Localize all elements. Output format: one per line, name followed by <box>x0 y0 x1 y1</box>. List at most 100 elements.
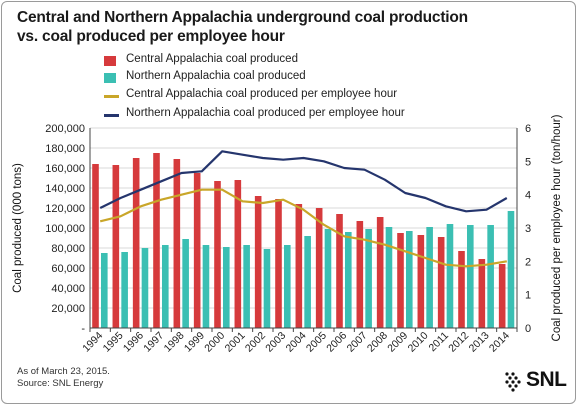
x-tick-label: 2013 <box>467 330 492 355</box>
y2-tick-label: 5 <box>525 156 531 168</box>
bar-central-appalachia <box>295 204 303 328</box>
bar-northern-appalachia <box>304 236 311 328</box>
bar-northern-appalachia <box>284 245 291 328</box>
bar-central-appalachia <box>214 181 221 328</box>
line-northern-appalachia-per-hour <box>99 150 508 213</box>
x-tick-label: 2003 <box>263 330 288 355</box>
y2-tick-label: 2 <box>525 256 531 268</box>
bar-northern-appalachia <box>487 225 494 328</box>
snl-logo-text: SNL <box>526 368 567 391</box>
y-tick-label: 100,000 <box>45 223 85 235</box>
y2-tick-label: 3 <box>525 223 531 235</box>
bar-central-appalachia <box>336 214 343 328</box>
x-tick-label: 2002 <box>243 330 268 355</box>
y-tick-label: 120,000 <box>45 203 85 215</box>
x-tick-label: 2011 <box>426 330 451 355</box>
bar-central-appalachia <box>173 159 181 328</box>
bar-central-appalachia <box>376 217 384 328</box>
x-tick-label: 2010 <box>406 330 431 355</box>
y-tick-label: 40,000 <box>51 283 85 295</box>
x-tick-label: 2000 <box>202 330 227 355</box>
legend-swatch-northern-bar <box>104 73 116 83</box>
x-tick-label: 2004 <box>284 330 309 355</box>
chart-title-line-1: Central and Northern Appalachia undergro… <box>17 9 468 26</box>
footnote-source: Source: SNL Energy <box>17 378 104 389</box>
bar-central-appalachia <box>275 199 282 328</box>
bar-central-appalachia <box>92 164 99 328</box>
legend-swatch-central-line <box>104 95 119 98</box>
legend-label-central-bar: Central Appalachia coal produced <box>126 53 298 65</box>
bar-central-appalachia <box>478 259 486 328</box>
bar-northern-appalachia <box>345 232 352 328</box>
chart-title-line-2: vs. coal produced per employee hour <box>17 28 285 45</box>
line-central-appalachia-per-hour <box>99 188 507 268</box>
bar-central-appalachia <box>153 153 160 328</box>
bar-central-appalachia <box>254 196 262 328</box>
bar-northern-appalachia <box>141 248 149 328</box>
x-tick-label: 2001 <box>223 330 248 355</box>
footnote-date: As of March 23, 2015. <box>17 366 110 377</box>
x-tick-label: 2007 <box>345 330 370 355</box>
y-tick-label: 180,000 <box>45 143 85 155</box>
bar-northern-appalachia <box>507 211 515 328</box>
bar-northern-appalachia <box>101 253 108 328</box>
bar-central-appalachia <box>437 237 445 328</box>
y-tick-label: 140,000 <box>45 183 85 195</box>
bar-northern-appalachia <box>263 249 271 328</box>
snl-logo: SNL <box>504 368 567 394</box>
bar-central-appalachia <box>234 180 242 328</box>
bar-central-appalachia <box>356 221 364 328</box>
x-tick-label: 2012 <box>446 330 471 355</box>
x-tick-label: 1997 <box>141 330 166 355</box>
x-tick-label: 2006 <box>324 330 349 355</box>
bar-northern-appalachia <box>426 227 433 328</box>
bar-northern-appalachia <box>182 239 189 328</box>
y-tick-label: 80,000 <box>51 243 85 255</box>
x-tick-label: 1995 <box>101 330 126 355</box>
bar-northern-appalachia <box>121 252 128 328</box>
bar-northern-appalachia <box>324 229 332 328</box>
bar-central-appalachia <box>193 173 201 328</box>
x-tick-label: 1996 <box>121 330 146 355</box>
y-tick-label: 200,000 <box>45 123 85 135</box>
bar-northern-appalachia <box>467 225 474 328</box>
bar-central-appalachia <box>397 233 404 328</box>
bar-northern-appalachia <box>406 231 413 328</box>
x-tick-label: 2009 <box>385 330 410 355</box>
legend-label-northern-line: Northern Appalachia coal produced per em… <box>126 107 405 119</box>
bar-central-appalachia <box>315 208 323 328</box>
x-tick-label: 2005 <box>304 330 329 355</box>
y2-axis-title: Coal produced per employee hour (ton/hou… <box>551 114 563 341</box>
bar-northern-appalachia <box>162 245 169 328</box>
x-tick-label: 2008 <box>365 330 390 355</box>
legend-label-northern-bar: Northern Appalachia coal produced <box>126 70 306 82</box>
y-tick-label: 60,000 <box>51 263 85 275</box>
bar-central-appalachia <box>112 165 120 328</box>
bar-northern-appalachia <box>202 245 210 328</box>
x-tick-label: 1998 <box>162 330 187 355</box>
bar-northern-appalachia <box>365 229 372 328</box>
bar-central-appalachia <box>458 251 465 328</box>
y-axis-title: Coal produced (000 tons) <box>12 163 24 293</box>
y-tick-label: 160,000 <box>45 163 85 175</box>
y-tick-label: 20,000 <box>51 303 85 315</box>
y-tick-label: - <box>81 323 85 335</box>
legend-label-central-line: Central Appalachia coal produced per emp… <box>126 88 398 100</box>
y2-tick-label: 0 <box>525 323 531 335</box>
y2-tick-label: 4 <box>525 190 531 202</box>
bar-central-appalachia <box>417 235 425 328</box>
bar-northern-appalachia <box>446 224 454 328</box>
legend-swatch-northern-line <box>104 114 119 117</box>
bar-central-appalachia <box>498 264 506 328</box>
x-tick-label: 1999 <box>182 330 207 355</box>
y2-tick-label: 6 <box>525 123 531 135</box>
bar-northern-appalachia <box>385 227 393 328</box>
snl-logo-icon <box>505 372 521 392</box>
bar-northern-appalachia <box>243 245 250 328</box>
legend-swatch-central-bar <box>104 56 116 66</box>
bar-central-appalachia <box>132 158 140 328</box>
bar-northern-appalachia <box>223 247 230 328</box>
y2-tick-label: 1 <box>525 290 531 302</box>
chart-title: Central and Northern Appalachia undergro… <box>17 8 537 46</box>
